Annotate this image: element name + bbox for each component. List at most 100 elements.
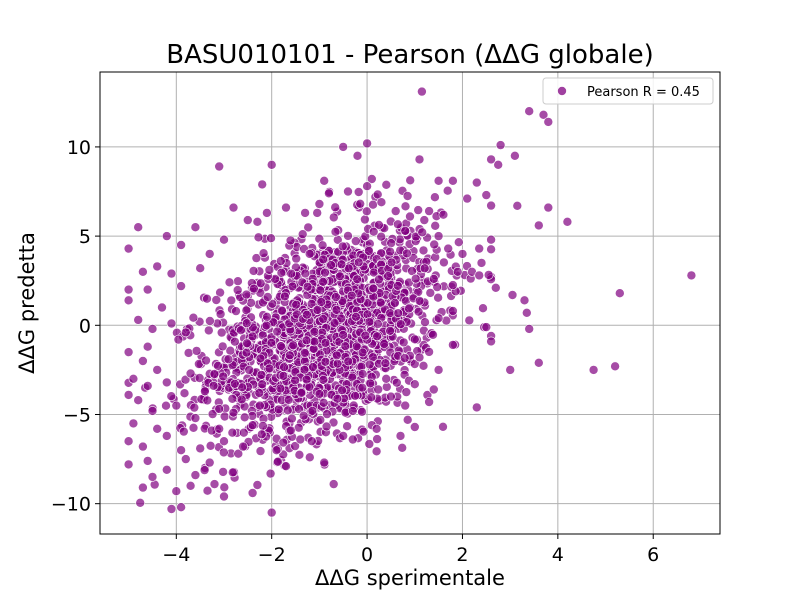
data-point <box>543 117 554 127</box>
data-point <box>385 325 395 336</box>
data-point <box>142 456 153 466</box>
data-point <box>318 254 329 265</box>
data-point <box>400 201 411 212</box>
data-point <box>379 339 390 349</box>
data-point <box>252 480 263 490</box>
data-point <box>432 282 443 292</box>
data-point <box>338 142 349 152</box>
data-point <box>407 266 417 276</box>
data-point <box>219 234 229 245</box>
data-point <box>290 441 300 451</box>
data-point <box>402 191 413 201</box>
data-point <box>409 334 420 345</box>
data-point <box>217 341 228 352</box>
data-point <box>254 388 265 398</box>
data-point <box>405 211 415 222</box>
data-point <box>347 372 358 383</box>
data-point <box>319 457 330 468</box>
data-point <box>381 382 392 392</box>
data-point <box>162 464 172 475</box>
data-point <box>364 359 375 370</box>
data-point <box>340 341 351 352</box>
data-point <box>236 394 247 405</box>
data-point <box>219 436 229 447</box>
data-point <box>321 421 332 432</box>
data-point <box>428 384 439 395</box>
data-point <box>152 423 162 434</box>
data-point <box>357 347 368 358</box>
data-point <box>128 418 139 429</box>
data-point <box>276 341 286 352</box>
data-point <box>173 334 184 345</box>
data-point <box>316 297 327 307</box>
data-point <box>360 330 371 341</box>
data-point <box>205 440 216 451</box>
data-point <box>214 423 224 434</box>
data-point <box>241 305 252 316</box>
data-point <box>328 479 339 489</box>
data-point <box>285 425 296 436</box>
data-point <box>123 436 134 447</box>
data-point <box>317 240 328 251</box>
data-point <box>218 467 228 477</box>
data-point <box>208 380 219 391</box>
data-point <box>332 358 343 369</box>
data-point <box>438 421 448 432</box>
data-point <box>179 388 190 399</box>
data-point <box>205 316 215 326</box>
data-point <box>471 402 482 413</box>
data-point <box>361 206 372 217</box>
data-point <box>399 353 410 363</box>
data-point <box>404 303 414 314</box>
data-point <box>211 295 222 305</box>
data-point <box>219 447 229 458</box>
data-point <box>390 206 401 216</box>
data-point <box>287 281 298 292</box>
data-point <box>228 467 238 478</box>
data-point <box>418 245 429 256</box>
data-point <box>301 335 312 346</box>
data-point <box>302 309 312 320</box>
data-point <box>299 364 310 375</box>
data-point <box>418 360 429 371</box>
data-point <box>391 377 402 388</box>
data-point <box>133 395 143 406</box>
data-point <box>486 336 496 347</box>
data-point <box>318 374 329 385</box>
data-point <box>255 278 266 289</box>
data-point <box>353 187 364 197</box>
data-point <box>284 350 295 361</box>
data-point <box>320 267 330 278</box>
data-point <box>312 305 323 315</box>
data-point <box>351 311 361 322</box>
data-point <box>214 404 224 414</box>
data-point <box>433 292 443 303</box>
data-point <box>538 110 549 120</box>
data-point <box>204 457 215 468</box>
chart-title: BASU010101 - Pearson (ΔΔG globale) <box>166 40 653 70</box>
data-point <box>402 248 412 259</box>
data-point <box>428 329 438 340</box>
data-point <box>296 388 307 398</box>
data-point <box>464 315 475 326</box>
data-point <box>190 222 201 232</box>
data-point <box>230 378 240 389</box>
data-point <box>242 338 252 349</box>
data-point <box>331 350 342 361</box>
data-point <box>281 202 291 213</box>
data-point <box>385 308 395 319</box>
data-point <box>419 263 430 274</box>
data-point <box>202 485 213 496</box>
data-point <box>255 353 266 364</box>
x-tick-label: −4 <box>162 544 190 566</box>
data-point <box>337 385 347 396</box>
data-point <box>481 190 492 200</box>
data-point <box>302 281 313 292</box>
data-point <box>219 411 230 422</box>
data-point <box>374 220 384 230</box>
data-point <box>331 292 341 302</box>
data-point <box>294 404 304 414</box>
data-point <box>278 437 289 448</box>
data-point <box>524 106 535 116</box>
data-point <box>204 325 214 336</box>
